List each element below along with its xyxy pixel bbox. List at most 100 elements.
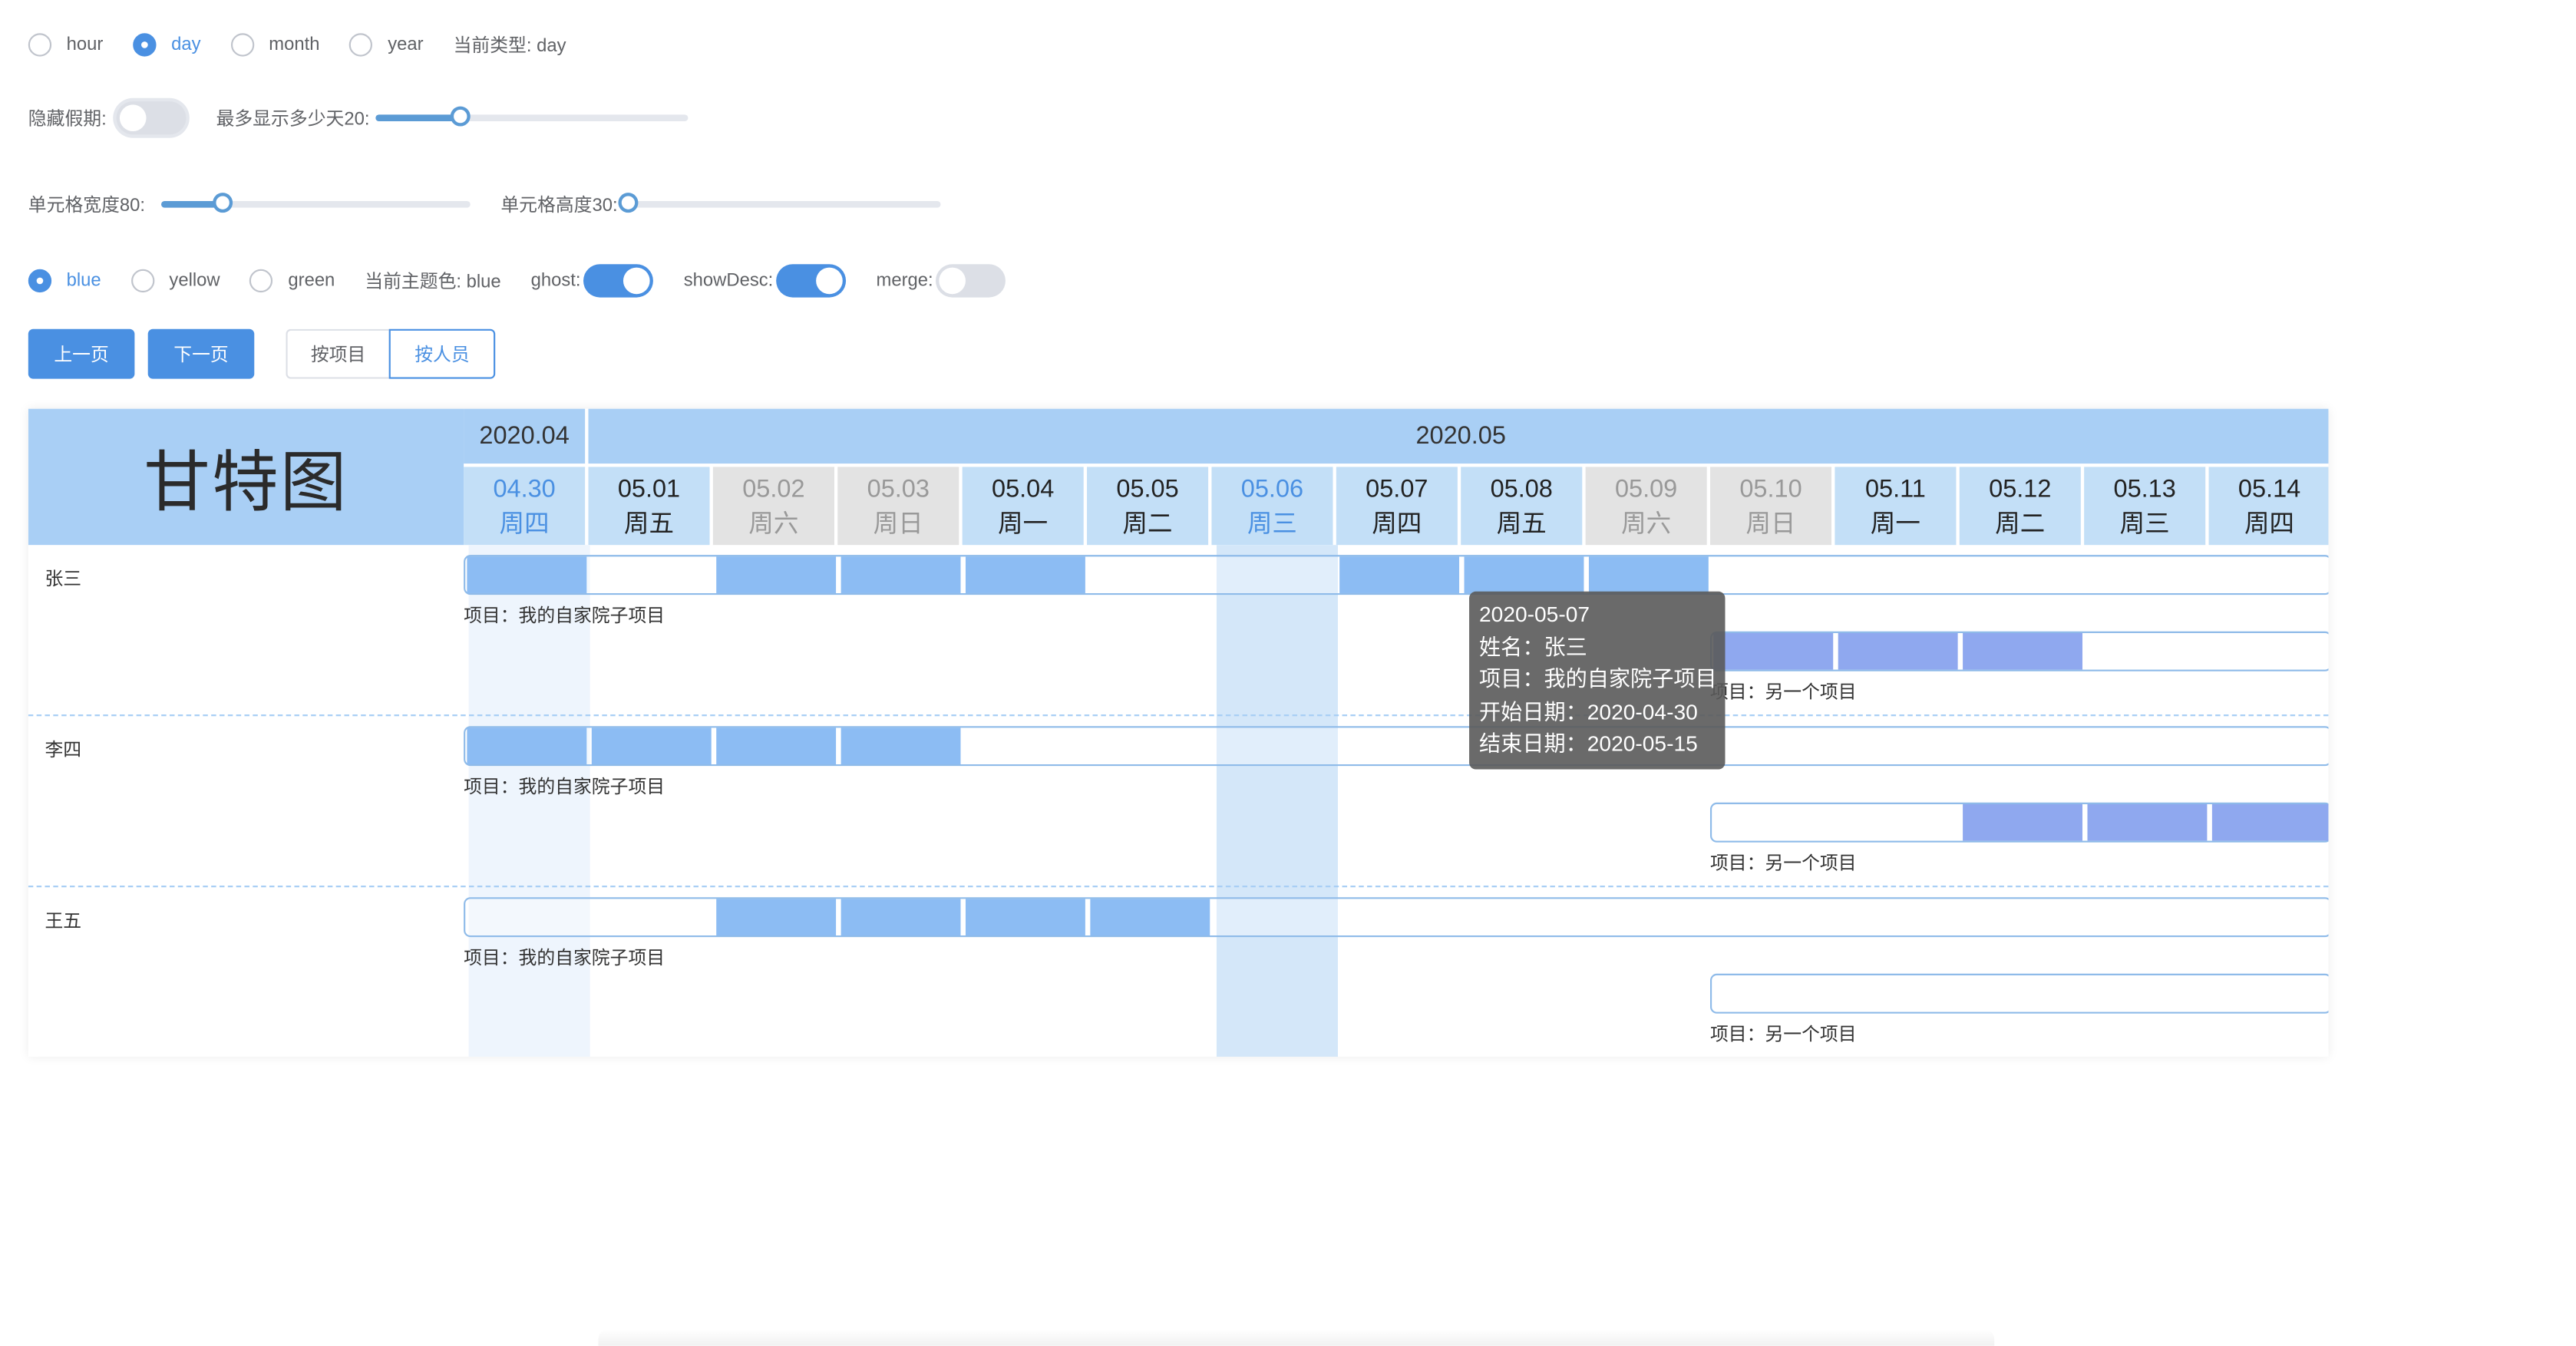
theme-radio-yellow[interactable]: yellow [130,269,220,293]
ghost-switch[interactable] [583,264,654,298]
current-type-text: 当前类型: day [453,36,566,57]
person-name: 王五 [45,912,82,932]
task-day-block[interactable] [1339,556,1460,593]
radio-circle-icon[interactable] [349,33,373,57]
tooltip-line: 姓名：张三 [1479,634,1587,659]
task-day-block[interactable] [1838,632,1958,670]
task-description: 项目：另一个项目 [1709,682,1857,703]
theme-radio-green[interactable]: green [249,269,335,293]
today-column-highlight [1216,545,1338,1057]
day-header-04.30: 04.30 周四 [464,467,586,546]
show-desc-switch[interactable] [776,264,847,298]
group-by-project-button[interactable]: 按项目 [286,328,389,379]
task-description: 项目：我的自家院子项目 [464,777,665,798]
day-date: 05.08 [1490,474,1553,503]
day-date: 05.04 [992,474,1055,503]
cell-height-slider[interactable] [617,193,940,216]
type-radio-day[interactable]: day [133,33,201,57]
day-date: 05.02 [742,474,805,503]
current-theme-text: 当前主题色: blue [365,272,501,293]
radio-circle-icon[interactable] [249,269,273,293]
day-date: 04.30 [493,474,556,503]
type-radio-label: year [388,35,424,55]
task-day-block[interactable] [716,727,837,764]
day-header-05.09: 05.09 周六 [1585,467,1707,546]
row-divider [28,886,2329,888]
day-date: 05.11 [1864,474,1926,503]
day-header-05.14: 05.14 周四 [2208,467,2329,546]
tooltip-line: 2020-05-07 [1479,601,1590,627]
task-day-block[interactable] [467,727,587,764]
max-days-slider-knob[interactable] [451,106,471,127]
day-date: 05.07 [1366,474,1428,503]
task-day-block[interactable] [965,899,1085,936]
cell-width-label: 单元格宽度80: [28,196,146,216]
type-radio-hour[interactable]: hour [28,33,104,57]
day-date: 05.01 [617,474,681,503]
max-days-slider[interactable] [376,106,689,130]
day-weekday: 周三 [2119,509,2170,538]
radio-circle-icon[interactable] [133,33,157,57]
day-date: 05.06 [1240,474,1304,503]
today-column-highlight [468,545,590,1057]
prev-page-button[interactable]: 上一页 [28,328,135,379]
day-date: 05.09 [1614,474,1678,503]
day-header-05.05: 05.05 周二 [1087,467,1209,546]
task-description: 项目：我的自家院子项目 [464,948,665,969]
task-day-block[interactable] [841,727,961,764]
day-header-05.02: 05.02 周六 [712,467,834,546]
task-day-block[interactable] [1464,556,1584,593]
radio-circle-icon[interactable] [130,269,154,293]
task-day-block[interactable] [841,899,961,936]
tooltip-line: 项目：我的自家院子项目 [1479,666,1717,691]
merge-switch[interactable] [936,264,1006,298]
radio-circle-icon[interactable] [28,269,52,293]
day-weekday: 周五 [623,509,674,538]
day-date: 05.10 [1739,474,1802,503]
task-day-block[interactable] [1090,899,1210,936]
task-track[interactable] [1709,973,2329,1014]
task-day-block[interactable] [965,556,1085,593]
type-radio-year[interactable]: year [349,33,424,57]
hide-holiday-switch[interactable] [116,101,187,135]
cell-width-slider[interactable] [161,193,471,216]
task-day-block[interactable] [716,556,837,593]
theme-radio-label: blue [66,270,101,291]
task-day-block[interactable] [1588,556,1709,593]
group-by-person-button[interactable]: 按人员 [388,328,496,379]
task-day-block[interactable] [591,727,712,764]
day-weekday: 周日 [873,509,923,538]
task-day-block[interactable] [1713,632,1834,670]
radio-circle-icon[interactable] [230,33,254,57]
day-header-05.13: 05.13 周三 [2084,467,2206,546]
day-header-05.07: 05.07 周四 [1336,467,1458,546]
day-header-05.03: 05.03 周日 [837,467,959,546]
day-date: 05.13 [2113,474,2176,503]
day-weekday: 周三 [1247,509,1297,538]
type-radio-month[interactable]: month [230,33,320,57]
task-day-block[interactable] [716,899,837,936]
cell-width-slider-knob[interactable] [213,193,234,213]
next-page-button[interactable]: 下一页 [147,328,255,379]
task-day-block[interactable] [841,556,961,593]
day-header-05.01: 05.01 周五 [588,467,710,546]
theme-radio-group: blue yellow green [28,269,365,293]
ghost-label: ghost: [530,270,581,291]
cell-height-slider-knob[interactable] [617,193,638,213]
task-day-block[interactable] [1963,632,2082,670]
task-day-block[interactable] [2087,803,2208,841]
day-weekday: 周二 [1995,509,2046,538]
tooltip-line: 开始日期：2020-04-30 [1479,698,1698,724]
day-weekday: 周一 [998,509,1049,538]
task-day-block[interactable] [467,556,587,593]
theme-radio-blue[interactable]: blue [28,269,101,293]
paging-row: 上一页 下一页 按项目 按人员 [28,328,496,379]
type-radio-label: month [269,35,320,55]
type-radio-label: day [171,35,201,55]
task-day-block[interactable] [1963,803,2082,841]
day-date: 05.12 [1989,474,2052,503]
radio-circle-icon[interactable] [28,33,52,57]
cell-size-row: 单元格宽度80: 单元格高度30: [28,193,940,216]
task-day-block[interactable] [2211,803,2329,841]
